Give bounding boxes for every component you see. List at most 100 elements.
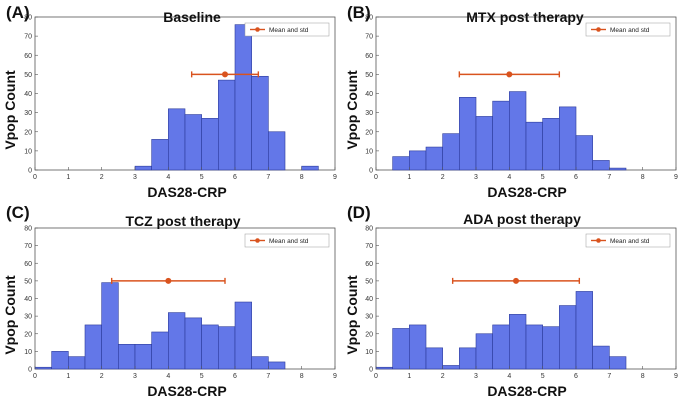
bar-b-10 xyxy=(559,106,577,171)
bar-b-13 xyxy=(609,167,627,171)
ytick-label-c-0: 0 xyxy=(28,367,32,374)
xtick-label-c-3: 3 xyxy=(133,373,137,380)
bar-c-11 xyxy=(218,326,236,370)
legend-box-d xyxy=(585,233,671,248)
ytick-label-d-3: 30 xyxy=(365,314,373,321)
bar-b-8 xyxy=(525,121,543,171)
xtick-label-d-4: 4 xyxy=(507,373,511,380)
chart-title-d: ADA post therapy xyxy=(463,211,581,227)
ytick-label-d-1: 10 xyxy=(365,349,373,356)
ytick-label-d-8: 80 xyxy=(365,226,373,233)
bar-c-5 xyxy=(118,344,136,370)
bar-c-7 xyxy=(151,331,169,370)
xtick-label-c-0: 0 xyxy=(33,373,37,380)
xtick-label-d-5: 5 xyxy=(541,373,545,380)
xtick-label-a-7: 7 xyxy=(266,174,270,181)
bar-b-7 xyxy=(509,91,527,171)
y-axis-label-b: Vpop Count xyxy=(344,70,360,150)
bar-c-9 xyxy=(184,317,202,370)
bar-d-3 xyxy=(425,347,443,370)
bar-c-8 xyxy=(168,312,186,370)
ytick-label-a-8: 80 xyxy=(24,15,32,22)
panel-c: 0 1 2 3 4 5 6 7 8 9 0 10 20 30 40 50 60 70 80 Mean and std (… xyxy=(2,203,337,399)
ytick-label-a-6: 60 xyxy=(24,53,32,60)
bar-a-7 xyxy=(251,75,269,171)
xtick-label-b-0: 0 xyxy=(374,174,378,181)
xtick-label-d-7: 7 xyxy=(607,373,611,380)
ytick-label-a-5: 50 xyxy=(24,72,32,79)
y-axis-label-c: Vpop Count xyxy=(2,275,18,355)
bar-c-4 xyxy=(101,282,119,370)
xtick-label-a-3: 3 xyxy=(133,174,137,181)
ytick-label-d-2: 20 xyxy=(365,331,373,338)
legend-marker-c xyxy=(255,238,260,243)
chart-title-c: TCZ post therapy xyxy=(125,213,240,229)
legend-label-c: Mean and std xyxy=(269,238,309,245)
panel-a: 0 1 2 3 4 5 6 7 8 9 0 10 20 30 40 50 60 70 80 Mean and std (… xyxy=(2,3,337,200)
x-axis-label-b: DAS28-CRP xyxy=(487,184,566,200)
xtick-label-a-6: 6 xyxy=(233,174,237,181)
xtick-label-b-7: 7 xyxy=(607,174,611,181)
xtick-label-a-9: 9 xyxy=(333,174,337,181)
ytick-label-b-8: 80 xyxy=(365,15,373,22)
mean-marker-d xyxy=(513,277,519,284)
xtick-label-c-8: 8 xyxy=(300,373,304,380)
legend-marker-b xyxy=(596,27,601,32)
ytick-label-b-0: 0 xyxy=(369,168,373,175)
ytick-label-d-6: 60 xyxy=(365,261,373,268)
xtick-label-a-1: 1 xyxy=(66,174,70,181)
bar-a-6 xyxy=(234,24,252,171)
ytick-label-a-2: 20 xyxy=(24,129,32,136)
bar-b-3 xyxy=(442,133,460,171)
ytick-label-d-5: 50 xyxy=(365,278,373,285)
ytick-label-b-1: 10 xyxy=(365,148,373,155)
bar-c-2 xyxy=(68,356,86,370)
ytick-label-c-6: 60 xyxy=(24,261,32,268)
panel-letter-d: (D) xyxy=(347,203,371,222)
legend-marker-d xyxy=(596,238,601,243)
bar-b-9 xyxy=(542,118,560,171)
bar-b-5 xyxy=(475,116,493,171)
ytick-label-c-3: 30 xyxy=(24,314,32,321)
xtick-label-b-3: 3 xyxy=(474,174,478,181)
bar-c-10 xyxy=(201,324,219,370)
xtick-label-c-5: 5 xyxy=(200,373,204,380)
bar-c-1 xyxy=(51,351,69,370)
legend-box-c xyxy=(244,233,330,248)
panel-b: 0 1 2 3 4 5 6 7 8 9 0 10 20 30 40 50 60 70 80 Mean and std (… xyxy=(344,3,678,200)
xtick-label-c-7: 7 xyxy=(266,373,270,380)
xtick-label-c-1: 1 xyxy=(66,373,70,380)
bar-b-2 xyxy=(425,146,443,171)
xtick-label-d-9: 9 xyxy=(674,373,678,380)
bar-d-8 xyxy=(509,314,527,370)
ytick-label-c-8: 80 xyxy=(24,226,32,233)
bar-b-11 xyxy=(575,135,593,171)
ytick-label-c-1: 10 xyxy=(24,349,32,356)
legend-box-a xyxy=(244,22,330,37)
bar-b-6 xyxy=(492,100,510,171)
ytick-label-d-7: 70 xyxy=(365,243,373,250)
ytick-label-a-1: 10 xyxy=(24,148,32,155)
bar-a-1 xyxy=(151,139,169,171)
bar-a-10 xyxy=(301,165,319,171)
xtick-label-c-4: 4 xyxy=(166,373,170,380)
ytick-label-b-5: 50 xyxy=(365,72,373,79)
mean-marker-b xyxy=(506,71,513,78)
ytick-label-b-2: 20 xyxy=(365,129,373,136)
x-axis-label-c: DAS28-CRP xyxy=(147,383,226,399)
bar-d-13 xyxy=(592,345,610,370)
ytick-label-c-5: 50 xyxy=(24,278,32,285)
xtick-label-b-5: 5 xyxy=(541,174,545,181)
panel-letter-c: (C) xyxy=(6,203,30,222)
xtick-label-c-2: 2 xyxy=(100,373,104,380)
mean-marker-c xyxy=(165,277,172,284)
bar-d-2 xyxy=(409,324,427,370)
ytick-label-b-6: 60 xyxy=(365,53,373,60)
mean-marker-a xyxy=(222,71,228,78)
xtick-label-b-9: 9 xyxy=(674,174,678,181)
ytick-label-d-4: 40 xyxy=(365,296,373,303)
xtick-label-d-3: 3 xyxy=(474,373,478,380)
ytick-label-b-4: 40 xyxy=(365,91,373,98)
xtick-label-d-1: 1 xyxy=(407,373,411,380)
